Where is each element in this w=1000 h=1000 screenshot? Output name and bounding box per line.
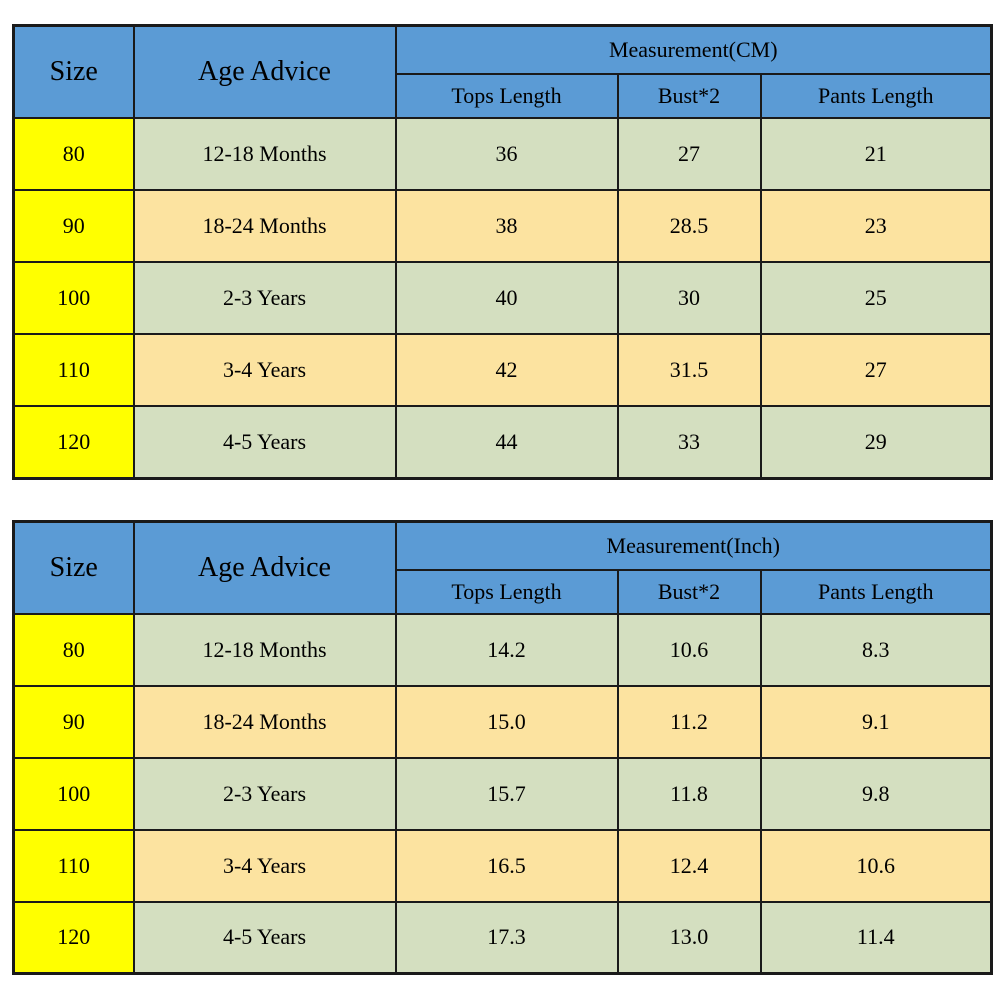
pants-length-header: Pants Length [759,73,993,119]
bust-value: 31.5 [616,333,762,407]
pants-length-value: 29 [759,405,993,479]
size-column-header: Size [12,520,135,615]
measurement-cm-header: Measurement(CM) [394,24,993,75]
age-advice-value: 18-24 Months [132,189,397,263]
size-chart-table-inch: Size Age Advice Measurement(Inch) Tops L… [12,519,994,975]
tops-length-value: 36 [394,117,619,191]
size-value: 80 [12,117,135,191]
pants-length-value: 9.8 [759,756,993,831]
table-row: 80 12-18 Months 36 27 21 [12,117,993,191]
table-row: 90 18-24 Months 38 28.5 23 [12,189,993,263]
size-value: 100 [12,756,135,831]
bust-value: 11.8 [616,756,762,831]
size-value: 120 [12,405,135,479]
table-row: 110 3-4 Years 42 31.5 27 [12,333,993,407]
age-advice-value: 3-4 Years [132,333,397,407]
pants-length-value: 21 [759,117,993,191]
bust-value: 28.5 [616,189,762,263]
size-value: 90 [12,189,135,263]
size-column-header: Size [12,24,135,119]
table-row: 100 2-3 Years 40 30 25 [12,261,993,335]
bust-value: 30 [616,261,762,335]
size-value: 80 [12,612,135,687]
size-value: 110 [12,333,135,407]
table-row: 80 12-18 Months 14.2 10.6 8.3 [12,612,993,687]
age-advice-value: 12-18 Months [132,117,397,191]
bust-value: 13.0 [616,900,762,975]
table-row: 110 3-4 Years 16.5 12.4 10.6 [12,828,993,903]
pants-length-value: 8.3 [759,612,993,687]
size-value: 120 [12,900,135,975]
tops-length-header: Tops Length [394,568,619,615]
size-value: 110 [12,828,135,903]
bust-header: Bust*2 [616,73,762,119]
age-advice-value: 18-24 Months [132,684,397,759]
size-value: 90 [12,684,135,759]
age-advice-value: 2-3 Years [132,261,397,335]
pants-length-value: 23 [759,189,993,263]
table-row: 120 4-5 Years 17.3 13.0 11.4 [12,900,993,975]
age-advice-value: 4-5 Years [132,900,397,975]
age-advice-column-header: Age Advice [132,24,397,119]
tops-length-value: 14.2 [394,612,619,687]
tops-length-value: 40 [394,261,619,335]
tops-length-value: 15.0 [394,684,619,759]
tops-length-value: 15.7 [394,756,619,831]
bust-value: 10.6 [616,612,762,687]
size-chart-table-cm: Size Age Advice Measurement(CM) Tops Len… [12,24,994,480]
pants-length-value: 27 [759,333,993,407]
pants-length-value: 11.4 [759,900,993,975]
tops-length-header: Tops Length [394,73,619,119]
pants-length-header: Pants Length [759,568,993,615]
bust-header: Bust*2 [616,568,762,615]
pants-length-value: 10.6 [759,828,993,903]
bust-value: 12.4 [616,828,762,903]
age-advice-value: 4-5 Years [132,405,397,479]
age-advice-value: 3-4 Years [132,828,397,903]
size-value: 100 [12,261,135,335]
tops-length-value: 44 [394,405,619,479]
age-advice-value: 2-3 Years [132,756,397,831]
tops-length-value: 42 [394,333,619,407]
age-advice-value: 12-18 Months [132,612,397,687]
age-advice-column-header: Age Advice [132,520,397,615]
table-row: 90 18-24 Months 15.0 11.2 9.1 [12,684,993,759]
tops-length-value: 17.3 [394,900,619,975]
table-row: 100 2-3 Years 15.7 11.8 9.8 [12,756,993,831]
bust-value: 27 [616,117,762,191]
bust-value: 11.2 [616,684,762,759]
pants-length-value: 25 [759,261,993,335]
tops-length-value: 16.5 [394,828,619,903]
bust-value: 33 [616,405,762,479]
tops-length-value: 38 [394,189,619,263]
table-row: 120 4-5 Years 44 33 29 [12,405,993,479]
pants-length-value: 9.1 [759,684,993,759]
measurement-inch-header: Measurement(Inch) [394,520,993,571]
